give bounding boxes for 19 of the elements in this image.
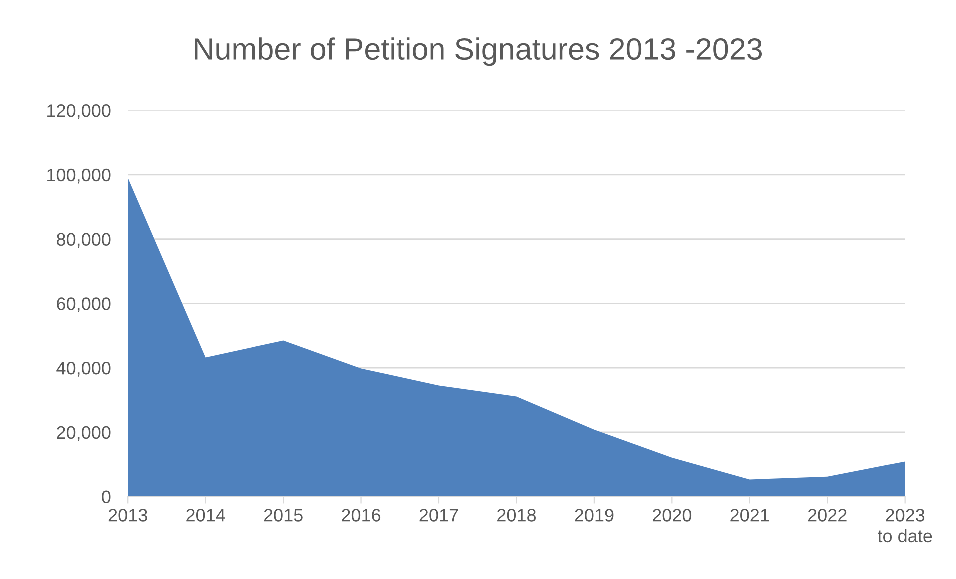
chart-title: Number of Petition Signatures 2013 -2023 — [195, 38, 762, 66]
x-tick-label: 2014 — [186, 509, 226, 522]
y-tick-label: 100,000 — [48, 168, 111, 184]
y-tick-label: 20,000 — [57, 426, 111, 442]
y-tick-label: 80,000 — [57, 233, 111, 248]
y-tick-label: 120,000 — [48, 104, 111, 120]
x-tick-label: 2018 — [498, 509, 536, 522]
x-tick-label: 2016 — [342, 509, 381, 522]
x-tick-label: 2019 — [575, 509, 614, 522]
x-tick-label: 2013 — [108, 509, 148, 522]
x-tick-label: 2020 — [652, 509, 692, 522]
x-tick-label: 2017 — [420, 509, 458, 522]
x-tick-label: 2023 to date — [878, 509, 932, 543]
x-tick-label: 2015 — [264, 509, 303, 522]
x-tick-label: 2021 — [730, 509, 770, 522]
x-tick-label: 2022 — [808, 509, 847, 522]
y-tick-label: 40,000 — [56, 362, 111, 377]
y-tick-label: 0 — [102, 490, 111, 504]
y-tick-label: 60,000 — [57, 298, 111, 313]
